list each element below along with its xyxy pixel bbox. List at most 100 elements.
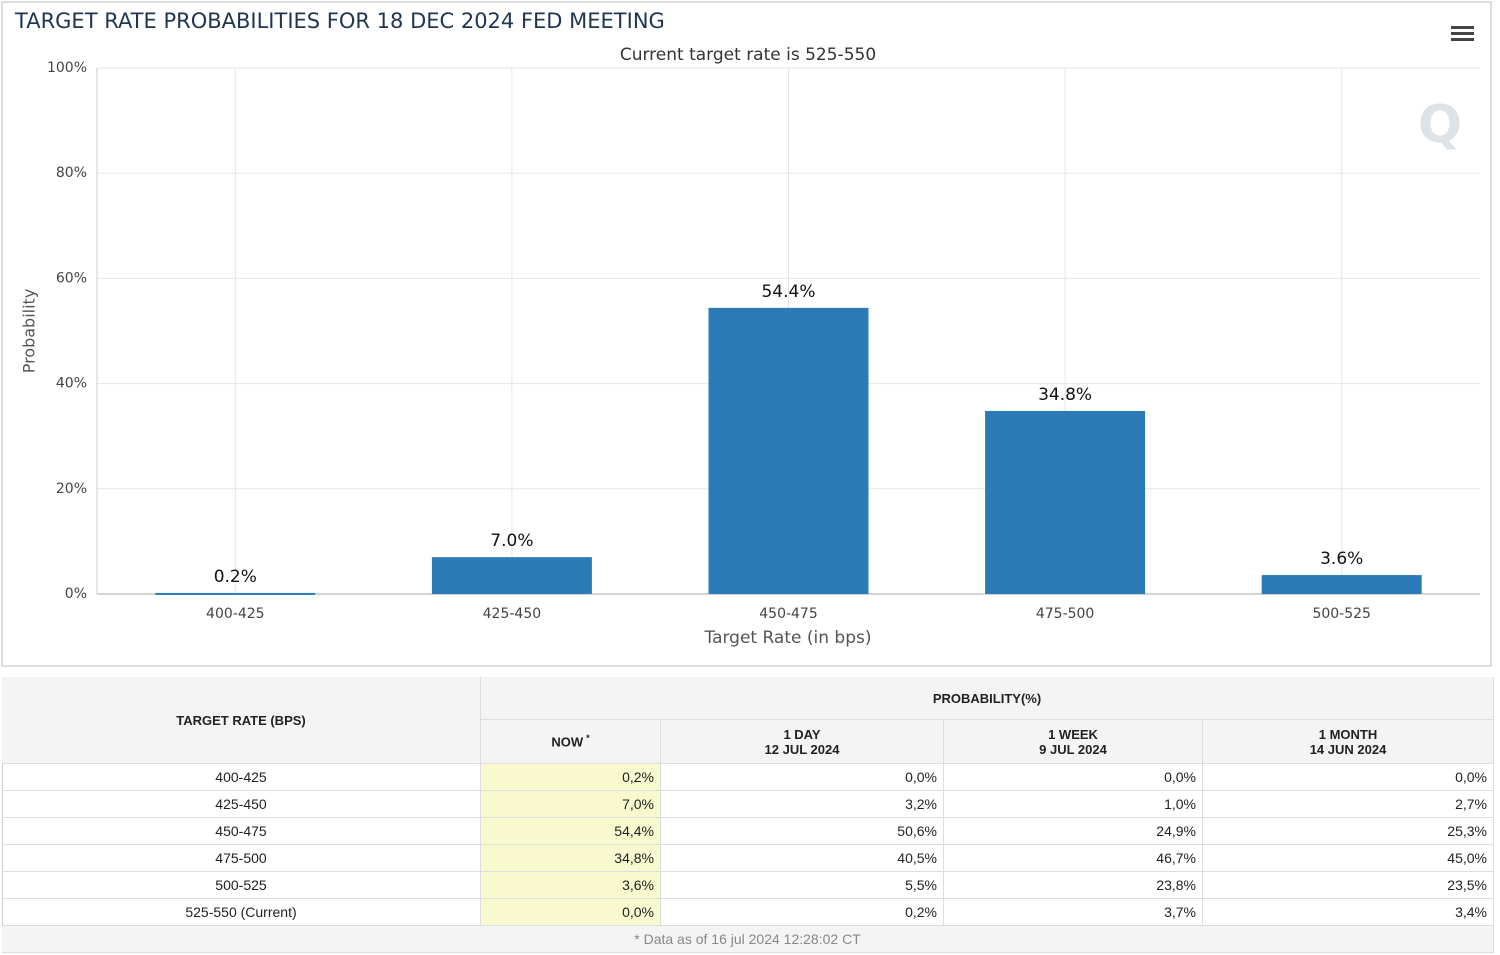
cell-value: 0,2% — [622, 769, 654, 785]
column-title: 1 MONTH — [1318, 726, 1378, 742]
column-title: 1 DAY — [783, 726, 821, 742]
value-cell: 23,8% — [944, 872, 1203, 899]
value-cell: 45,0% — [1203, 845, 1494, 872]
value-cell: 3,4% — [1203, 899, 1494, 926]
x-tick-label: 400-425 — [206, 606, 265, 622]
cell-value: 34,8% — [614, 850, 654, 866]
cell-value: 3,4% — [1455, 904, 1487, 920]
row-label-cell: 450-475 — [2, 818, 481, 845]
value-cell: 0,0% — [481, 899, 661, 926]
data-label: 34.8% — [1038, 385, 1092, 405]
column-title: 1 WEEK — [1048, 726, 1098, 742]
value-cell: 0,0% — [944, 764, 1203, 791]
cell-value: 7,0% — [622, 796, 654, 812]
y-tick-label: 20% — [56, 481, 87, 497]
value-cell: 23,5% — [1203, 872, 1494, 899]
bar — [1261, 575, 1422, 594]
bar — [708, 307, 869, 594]
row-label-cell: 475-500 — [2, 845, 481, 872]
row-label: 400-425 — [215, 769, 267, 785]
header-text: TARGET RATE (BPS) — [176, 712, 306, 728]
value-cell: 54,4% — [481, 818, 661, 845]
column-note: * — [586, 733, 590, 744]
header-cell: TARGET RATE (BPS) — [2, 677, 481, 764]
value-cell: 34,8% — [481, 845, 661, 872]
x-tick-label: 500-525 — [1312, 606, 1371, 622]
row-label: 500-525 — [215, 877, 267, 893]
cell-value: 5,5% — [905, 877, 937, 893]
x-tick-label: 425-450 — [483, 606, 542, 622]
chart-subtitle: Current target rate is 525-550 — [620, 45, 876, 65]
column-header: NOW * — [481, 720, 661, 764]
cell-value: 23,5% — [1447, 877, 1487, 893]
y-tick-label: 40% — [56, 376, 87, 392]
column-date: 12 JUL 2024 — [764, 741, 840, 757]
chart: TARGET RATE PROBABILITIES FOR 18 DEC 202… — [1, 1, 1492, 667]
cell-value: 45,0% — [1447, 850, 1487, 866]
column-date: 9 JUL 2024 — [1039, 741, 1107, 757]
row-label-cell: 500-525 — [2, 872, 481, 899]
cell-value: 0,2% — [905, 904, 937, 920]
y-tick-label: 80% — [56, 165, 87, 181]
y-tick-label: 100% — [47, 60, 87, 76]
row-label: 475-500 — [215, 850, 267, 866]
data-label: 7.0% — [490, 531, 533, 551]
cell-value: 3,2% — [905, 796, 937, 812]
row-label: 525-550 (Current) — [185, 904, 297, 920]
cell-value: 24,9% — [1156, 823, 1196, 839]
cell-value: 50,6% — [897, 823, 937, 839]
column-title: NOW — [551, 734, 584, 750]
row-label-cell: 425-450 — [2, 791, 481, 818]
cell-value: 2,7% — [1455, 796, 1487, 812]
row-label-cell: 400-425 — [2, 764, 481, 791]
cell-value: 46,7% — [1156, 850, 1196, 866]
bar — [431, 557, 592, 594]
cell-value: 3,7% — [1164, 904, 1196, 920]
cell-value: 0,0% — [905, 769, 937, 785]
bar — [985, 410, 1146, 594]
logo: Q — [1418, 95, 1462, 155]
value-cell: 40,5% — [661, 845, 944, 872]
value-cell: 1,0% — [944, 791, 1203, 818]
value-cell: 5,5% — [661, 872, 944, 899]
footnote-cell: * Data as of 16 jul 2024 12:28:02 CT — [2, 926, 1494, 953]
cell-value: 0,0% — [1164, 769, 1196, 785]
bar — [155, 592, 316, 595]
x-axis-title: Target Rate (in bps) — [704, 628, 872, 648]
column-header: 1 DAY 12 JUL 2024 — [661, 720, 944, 764]
chart-title: TARGET RATE PROBABILITIES FOR 18 DEC 202… — [14, 9, 665, 33]
cell-value: 54,4% — [614, 823, 654, 839]
value-cell: 7,0% — [481, 791, 661, 818]
value-cell: 25,3% — [1203, 818, 1494, 845]
column-header: 1 WEEK 9 JUL 2024 — [944, 720, 1203, 764]
cell-value: 0,0% — [1455, 769, 1487, 785]
x-tick-label: 450-475 — [759, 606, 818, 622]
value-cell: 3,7% — [944, 899, 1203, 926]
column-header: 1 MONTH 14 JUN 2024 — [1203, 720, 1494, 764]
value-cell: 0,0% — [1203, 764, 1494, 791]
cell-value: 3,6% — [622, 877, 654, 893]
cell-value: 25,3% — [1447, 823, 1487, 839]
value-cell: 3,2% — [661, 791, 944, 818]
column-date: 14 JUN 2024 — [1309, 741, 1387, 757]
cell-value: 1,0% — [1164, 796, 1196, 812]
x-tick-label: 475-500 — [1036, 606, 1095, 622]
y-tick-label: 0% — [65, 586, 87, 602]
menu-button[interactable] — [1451, 26, 1474, 41]
row-label-cell: 525-550 (Current) — [2, 899, 481, 926]
footnote: * Data as of 16 jul 2024 12:28:02 CT — [634, 931, 861, 947]
value-cell: 24,9% — [944, 818, 1203, 845]
row-label: 425-450 — [215, 796, 267, 812]
cell-value: 40,5% — [897, 850, 937, 866]
y-tick-label: 60% — [56, 270, 87, 286]
group-header-cell: PROBABILITY(%) — [481, 677, 1494, 720]
value-cell: 3,6% — [481, 872, 661, 899]
value-cell: 0,2% — [481, 764, 661, 791]
cell-value: 23,8% — [1156, 877, 1196, 893]
value-cell: 0,0% — [661, 764, 944, 791]
y-axis-title: Probability — [20, 289, 39, 374]
row-label: 450-475 — [215, 823, 267, 839]
value-cell: 50,6% — [661, 818, 944, 845]
